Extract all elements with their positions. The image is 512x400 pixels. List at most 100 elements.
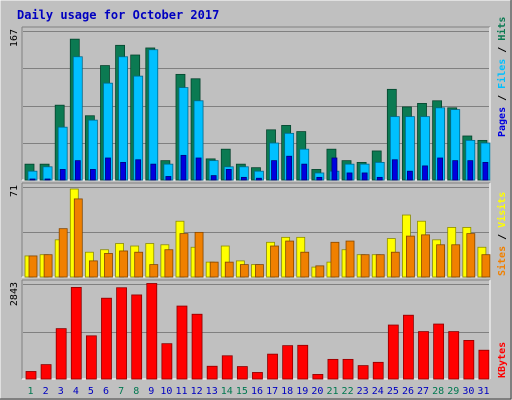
bar-pages-day-4 xyxy=(74,160,81,181)
legend-part: / xyxy=(497,228,508,246)
x-tick-label-day-6: 6 xyxy=(103,386,109,397)
bar-sites-day-2 xyxy=(43,254,53,278)
x-tick-label-day-2: 2 xyxy=(43,386,49,397)
y-max-label: 71 xyxy=(9,185,20,197)
bar-sites-day-14 xyxy=(224,261,234,278)
bar-sites-day-31 xyxy=(481,254,491,278)
bar-files-day-2 xyxy=(42,166,53,181)
x-tick-label-day-7: 7 xyxy=(118,386,124,397)
bar-kbytes-day-19 xyxy=(297,344,309,380)
x-tick-label-day-15: 15 xyxy=(236,386,248,397)
bar-kbytes-day-12 xyxy=(191,313,203,380)
bar-pages-day-8 xyxy=(135,159,142,181)
bar-pages-day-15 xyxy=(240,176,247,181)
bar-files-day-9 xyxy=(148,49,159,181)
x-tick-label-day-28: 28 xyxy=(432,386,444,397)
legend-part: KBytes xyxy=(497,342,508,378)
bar-sites-day-15 xyxy=(239,264,249,278)
bar-pages-day-24 xyxy=(376,176,383,181)
x-tick-label-day-25: 25 xyxy=(387,386,399,397)
bar-kbytes-day-18 xyxy=(282,345,294,380)
bar-pages-day-5 xyxy=(89,169,96,181)
x-tick-label-day-5: 5 xyxy=(88,386,94,397)
x-tick-label-day-11: 11 xyxy=(175,386,187,397)
bar-pages-day-17 xyxy=(271,160,277,181)
x-tick-label-day-20: 20 xyxy=(311,386,323,397)
bar-sites-day-5 xyxy=(88,260,98,278)
y-max-label: 2843 xyxy=(9,282,20,306)
bar-sites-day-10 xyxy=(164,249,174,278)
bar-pages-day-30 xyxy=(467,160,474,181)
bar-sites-day-30 xyxy=(466,233,476,278)
bar-kbytes-day-28 xyxy=(433,323,445,380)
x-tick-label-day-4: 4 xyxy=(73,386,79,397)
legend-part: Sites xyxy=(496,246,508,276)
bar-kbytes-day-3 xyxy=(55,328,67,380)
bar-sites-day-21 xyxy=(330,241,340,278)
x-tick-label-day-27: 27 xyxy=(417,386,429,397)
bar-pages-day-2 xyxy=(44,178,51,181)
bar-sites-day-8 xyxy=(134,251,144,278)
bar-pages-day-12 xyxy=(195,157,202,181)
legend-part: Pages xyxy=(497,107,508,137)
bar-pages-day-27 xyxy=(422,165,428,181)
bar-pages-day-19 xyxy=(301,163,308,181)
chart-title: Daily usage for October 2017 xyxy=(17,8,219,22)
bar-kbytes-day-1 xyxy=(25,371,37,380)
bar-sites-day-29 xyxy=(451,244,461,278)
bar-pages-day-23 xyxy=(361,172,368,181)
chart-panels: 167 71 2843 Pages / Files / Hits Sites / Vis… xyxy=(9,17,508,380)
bar-sites-day-19 xyxy=(300,251,310,278)
bar-sites-day-26 xyxy=(406,235,415,278)
bar-sites-day-25 xyxy=(390,251,400,278)
bar-kbytes-day-2 xyxy=(40,364,52,380)
bar-pages-day-28 xyxy=(437,157,444,181)
bar-pages-day-18 xyxy=(286,155,293,181)
bar-kbytes-day-4 xyxy=(70,287,82,380)
bar-sites-day-20 xyxy=(315,265,325,278)
legend-part: Files xyxy=(496,59,508,89)
bar-pages-day-6 xyxy=(105,157,111,181)
bar-pages-day-11 xyxy=(180,154,187,181)
bar-kbytes-day-23 xyxy=(357,365,369,380)
legend-visits-sites: Sites / Visits xyxy=(496,192,508,276)
legend-part: / xyxy=(497,41,508,59)
x-tick-label-day-10: 10 xyxy=(160,386,172,397)
x-tick-label-day-26: 26 xyxy=(402,386,414,397)
bar-pages-day-3 xyxy=(59,169,66,181)
bar-kbytes-day-27 xyxy=(418,331,429,380)
bar-kbytes-day-10 xyxy=(161,343,173,380)
x-tick-label-day-13: 13 xyxy=(206,386,218,397)
legend-part: Hits xyxy=(496,17,508,41)
x-tick-label-day-1: 1 xyxy=(28,386,34,397)
x-tick-label-day-8: 8 xyxy=(133,386,139,397)
bar-sites-day-9 xyxy=(149,264,159,278)
bar-kbytes-day-17 xyxy=(267,353,278,380)
x-tick-label-day-14: 14 xyxy=(221,386,233,397)
bar-sites-day-22 xyxy=(345,240,355,278)
bar-pages-day-21 xyxy=(331,157,338,181)
bar-kbytes-day-26 xyxy=(403,314,414,380)
bar-files-day-7 xyxy=(118,56,128,181)
legend-part: Visits xyxy=(496,192,508,228)
bar-pages-day-10 xyxy=(165,176,172,181)
bar-sites-day-23 xyxy=(360,254,370,278)
legend-kbytes: KBytes xyxy=(497,342,508,378)
bar-kbytes-day-29 xyxy=(448,331,460,380)
bar-pages-day-20 xyxy=(316,176,323,181)
x-tick-label-day-9: 9 xyxy=(148,386,154,397)
legend-hits-files-pages: Pages / Files / Hits xyxy=(496,17,508,137)
bar-sites-day-27 xyxy=(421,234,430,278)
bar-sites-day-1 xyxy=(28,255,38,278)
bar-kbytes-day-31 xyxy=(478,349,490,380)
bar-kbytes-day-5 xyxy=(85,335,97,380)
y-max-label: 167 xyxy=(9,29,20,47)
bar-sites-day-18 xyxy=(285,240,295,278)
legend-part: / xyxy=(497,89,508,107)
bar-kbytes-day-6 xyxy=(101,297,112,380)
bar-sites-day-12 xyxy=(194,231,204,278)
x-tick-label-day-17: 17 xyxy=(266,386,278,397)
bar-kbytes-day-21 xyxy=(327,358,339,380)
bar-sites-day-28 xyxy=(436,244,446,278)
